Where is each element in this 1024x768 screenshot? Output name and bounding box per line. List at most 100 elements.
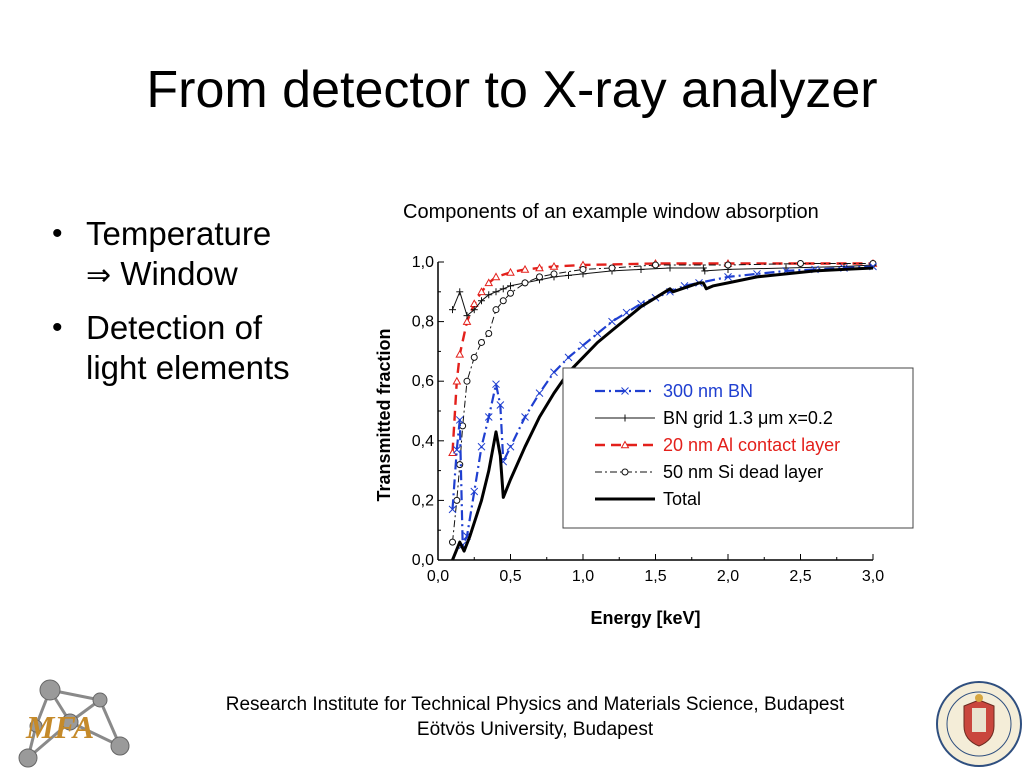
- legend-label: BN grid 1.3 μm x=0.2: [663, 408, 833, 428]
- data-point: [579, 265, 587, 273]
- x-tick-label: 1,5: [644, 568, 666, 585]
- series-line: [451, 266, 874, 561]
- data-point: [452, 376, 462, 385]
- data-point: [484, 413, 493, 421]
- marker-stroke: [621, 387, 629, 395]
- data-point: [453, 496, 461, 504]
- marker-stroke: [579, 341, 587, 350]
- data-point: [456, 288, 464, 296]
- data-point: [593, 329, 602, 338]
- x-tick-label: 2,5: [789, 568, 811, 585]
- logo-text: MFA: [25, 709, 94, 745]
- series-4: [451, 266, 874, 561]
- data-point: [478, 297, 485, 305]
- data-point: [452, 445, 461, 454]
- mfa-logo-icon: MFA: [18, 679, 130, 768]
- y-tick-label: 0,2: [412, 492, 434, 509]
- data-point: [550, 270, 558, 278]
- data-point: [797, 259, 804, 267]
- marker-stroke: [470, 487, 479, 496]
- data-point: [470, 487, 479, 496]
- marker-stroke: [496, 401, 505, 409]
- data-point: [535, 389, 544, 397]
- data-point: [499, 285, 507, 293]
- series-line: [451, 262, 873, 453]
- bullet-item-temperature: • Temperature ⇒ Window: [44, 214, 344, 296]
- data-point: [485, 291, 493, 299]
- marker-stroke: [452, 445, 461, 454]
- series-line: [452, 263, 873, 543]
- data-point: [491, 272, 501, 281]
- university-seal-icon: [936, 681, 1022, 767]
- x-tick-label: 1,0: [572, 568, 594, 585]
- bullet-list: • Temperature ⇒ Window • Detection of li…: [44, 214, 344, 400]
- data-point: [521, 279, 529, 287]
- slide-title: From detector to X-ray analyzer: [146, 61, 878, 119]
- data-point: [637, 265, 645, 273]
- marker-stroke: [564, 353, 573, 362]
- marker-stroke: [455, 416, 464, 424]
- data-point: [496, 401, 505, 409]
- marker-stroke: [492, 380, 500, 389]
- marker-stroke: [448, 505, 457, 514]
- legend-marker: [621, 414, 629, 422]
- data-point: [579, 341, 587, 350]
- y-tick-label: 0,6: [412, 373, 434, 390]
- legend-label: 20 nm Al contact layer: [663, 435, 840, 455]
- data-point: [608, 264, 616, 272]
- data-point: [499, 297, 507, 305]
- marker-stroke: [622, 308, 631, 317]
- data-point: [507, 282, 514, 290]
- data-point: [455, 349, 465, 358]
- legend-label: 300 nm BN: [663, 381, 753, 401]
- legend-marker: [621, 468, 629, 476]
- data-point: [724, 273, 732, 281]
- bullet-text: Temperature: [86, 215, 272, 252]
- y-tick-label: 0,4: [412, 433, 434, 450]
- bullet-text-continued: Window: [120, 255, 238, 292]
- x-tick-label: 0,5: [499, 568, 521, 585]
- data-point: [448, 448, 457, 457]
- x-axis-title: Energy [keV]: [590, 608, 700, 628]
- y-axis-title: Transmitted fraction: [374, 328, 394, 501]
- data-point: [521, 413, 529, 421]
- data-point: [520, 264, 530, 273]
- chart-title: Components of an example window absorpti…: [403, 201, 819, 223]
- data-point: [469, 299, 479, 308]
- marker-stroke: [535, 389, 544, 397]
- marker-stroke: [521, 413, 529, 421]
- bullet-item-light-elements: • Detection of light elements: [44, 308, 344, 388]
- data-point: [484, 278, 494, 287]
- data-point: [477, 442, 486, 451]
- data-point: [550, 368, 558, 377]
- marker-stroke: [477, 442, 486, 451]
- data-point: [565, 271, 572, 279]
- chart-legend: 300 nm BN BN grid 1.3 μm x=0.2 20 nm Al co…: [562, 367, 914, 529]
- data-point: [449, 306, 456, 314]
- marker-stroke: [637, 299, 645, 308]
- data-point: [492, 380, 500, 389]
- chart-axes: 0,0 0,5 1,0 1,5 2,0 2,5 3,0 0,0 0,2 0,4 0,6 0,8 1,0 E…: [374, 254, 884, 628]
- bullet-dot-icon: •: [52, 311, 63, 344]
- footer: Research Institute for Technical Physics…: [140, 692, 930, 742]
- data-point: [477, 287, 486, 296]
- data-point: [492, 288, 500, 296]
- implies-arrow-icon: ⇒: [86, 258, 112, 293]
- data-point: [449, 538, 456, 546]
- absorption-chart: 0,0 0,5 1,0 1,5 2,0 2,5 3,0 0,0 0,2 0,4 0,6 0,8 1,0 E…: [374, 254, 914, 628]
- data-point: [455, 416, 464, 424]
- footer-university: Eötvös University, Budapest: [416, 719, 654, 740]
- data-point: [463, 377, 471, 385]
- bullet-text-continued: light elements: [86, 349, 290, 386]
- data-point: [608, 317, 616, 326]
- x-tick-label: 3,0: [862, 568, 884, 585]
- marker-stroke: [593, 329, 602, 338]
- data-point: [506, 267, 515, 276]
- data-point: [492, 306, 500, 314]
- bullet-text: Detection of: [86, 309, 263, 346]
- x-tick-label: 0,0: [427, 568, 449, 585]
- legend-label: Total: [663, 489, 701, 509]
- marker-stroke: [506, 442, 515, 451]
- x-tick-label: 2,0: [717, 568, 739, 585]
- data-point: [470, 353, 478, 361]
